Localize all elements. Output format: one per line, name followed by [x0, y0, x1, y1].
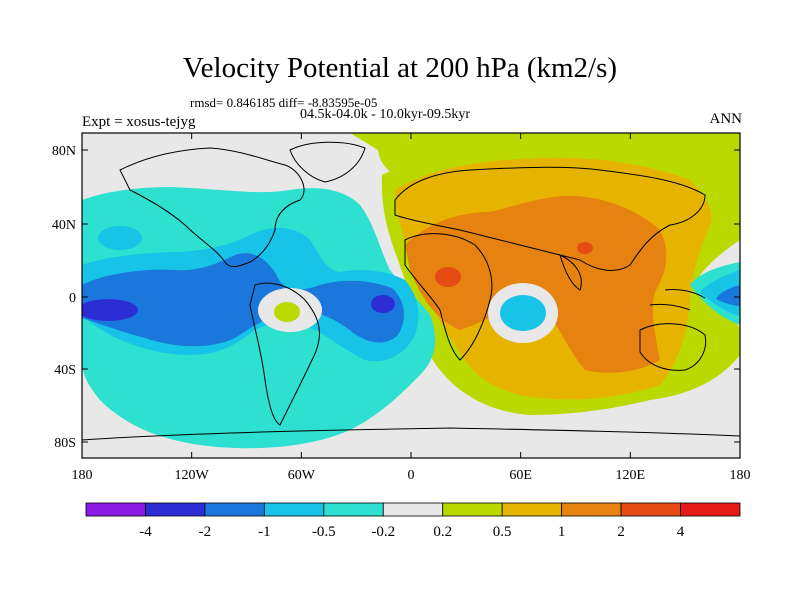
map-field: [82, 133, 740, 458]
field-negative-wpacific-core: [700, 270, 740, 316]
field-negative-wpacific-peak: [716, 285, 740, 306]
lon-label: 60E: [509, 468, 532, 483]
colorbar-label: 1: [558, 524, 566, 540]
colorbar-swatch: [85, 502, 146, 517]
colorbar-swatch: [620, 502, 681, 517]
field-negative-indian: [500, 295, 546, 331]
colorbar-swatch: [145, 502, 206, 517]
colorbar-label: -0.2: [371, 524, 395, 540]
field-trough-pacific: [82, 299, 138, 321]
colorbar-label: -4: [139, 524, 152, 540]
field-negative-strong: [82, 253, 404, 347]
field-positive-samerica: [274, 302, 300, 322]
colorbar-swatch: [501, 502, 563, 517]
lat-label: 80S: [54, 436, 76, 451]
experiment-label: Expt = xosus-tejyg: [82, 114, 196, 130]
colorbar-label: -2: [199, 524, 212, 540]
lon-label: 0: [408, 468, 415, 483]
colorbar-label: 2: [617, 524, 625, 540]
lat-label: 40N: [52, 218, 76, 233]
colorbar-swatch: [680, 502, 741, 517]
colorbar-swatch: [561, 502, 622, 517]
field-peak-asia: [577, 242, 593, 254]
lon-label: 120E: [616, 468, 646, 483]
field-negative-ne-pacific: [98, 226, 142, 250]
lon-label: 180: [730, 468, 751, 483]
colorbar-label: 0.2: [433, 524, 452, 540]
colorbar-label: -1: [258, 524, 271, 540]
lat-label: 40S: [54, 363, 76, 378]
field-peak-africa: [435, 267, 461, 287]
lon-axis: 180 120W 60W 0 60E 120E 180: [72, 133, 751, 483]
lon-label: 180: [72, 468, 93, 483]
field-positive-core: [405, 195, 667, 373]
field-trough-atlantic: [371, 295, 395, 313]
colorbar-swatch: [442, 502, 503, 517]
colorbar-swatch: [263, 502, 325, 517]
subtitle: 04.5k-04.0k - 10.0kyr-09.5kyr: [300, 107, 471, 122]
colorbar-swatch: [382, 502, 444, 517]
colorbar-label: -0.5: [312, 524, 336, 540]
lat-label: 80N: [52, 144, 76, 159]
colorbar-swatch: [323, 502, 384, 517]
colorbar: -4 -2 -1 -0.5 -0.2 0.2 0.5 1 2 4: [85, 502, 741, 540]
colorbar-swatch: [204, 502, 265, 517]
season-label: ANN: [709, 111, 743, 127]
colorbar-label: 4: [677, 524, 685, 540]
stats-line: rmsd= 0.846185 diff= -8.83595e-05: [190, 95, 378, 110]
page-title: Velocity Potential at 200 hPa (km2/s): [182, 52, 618, 84]
lon-label: 60W: [288, 468, 316, 483]
lat-axis: 80N 40N 0 40S 80S: [52, 144, 740, 451]
colorbar-label: 0.5: [493, 524, 512, 540]
lat-label: 0: [69, 291, 76, 306]
lon-label: 120W: [175, 468, 210, 483]
coastlines: [82, 141, 740, 441]
